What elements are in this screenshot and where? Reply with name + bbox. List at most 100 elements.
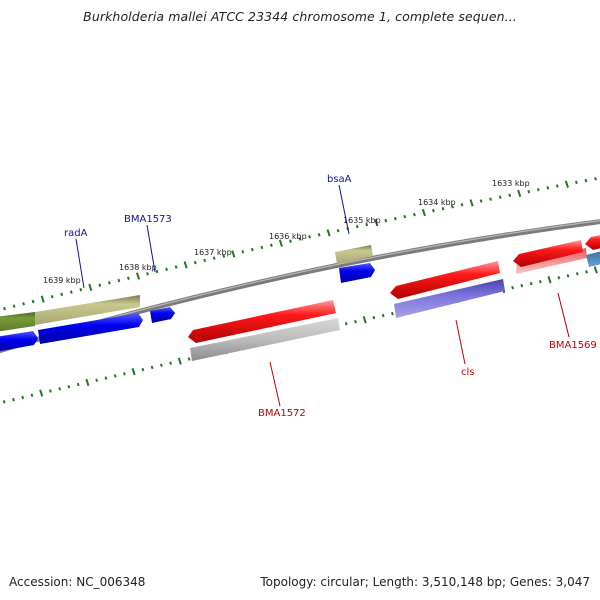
gene-BMA1573[interactable] bbox=[38, 313, 143, 344]
gene-label-cls[interactable]: cls bbox=[461, 367, 475, 378]
ruler-minor-tick bbox=[241, 249, 245, 254]
ruler-minor-tick bbox=[336, 228, 340, 233]
ruler-minor-tick bbox=[126, 276, 130, 281]
gene-BMA1572[interactable] bbox=[188, 300, 336, 343]
ruler-minor-tick bbox=[412, 212, 416, 217]
ruler-minor-tick bbox=[150, 365, 154, 370]
ruler-label: 1637 kbp bbox=[194, 248, 232, 257]
ruler-label: 1634 kbp bbox=[418, 198, 456, 207]
ruler-minor-tick bbox=[298, 237, 302, 241]
ruler-minor-tick bbox=[250, 247, 254, 252]
ruler-minor-tick bbox=[31, 299, 35, 304]
gene-label-BMA1573[interactable]: BMA1573 bbox=[124, 214, 172, 225]
ruler-minor-tick bbox=[431, 208, 435, 213]
gene-red-mid[interactable] bbox=[390, 261, 500, 299]
ruler-major-tick bbox=[374, 218, 379, 227]
gene-label-radA[interactable]: radA bbox=[64, 228, 88, 239]
ruler-minor-tick bbox=[566, 274, 570, 278]
ruler-major-tick bbox=[517, 189, 522, 198]
accession-text: Accession: NC_006348 bbox=[9, 575, 146, 589]
ruler-minor-tick bbox=[529, 281, 533, 286]
ruler-minor-tick bbox=[60, 292, 64, 297]
ruler-major-tick bbox=[135, 272, 141, 280]
ruler-minor-tick bbox=[372, 315, 376, 320]
ruler-labels: 1639 kbp 1638 kbp 1637 kbp 1636 kbp 1635… bbox=[43, 179, 530, 285]
gene-blue-small[interactable] bbox=[150, 307, 175, 323]
gene-red-right[interactable] bbox=[585, 234, 600, 250]
ruler-minor-tick bbox=[174, 265, 178, 269]
ruler-minor-tick bbox=[508, 193, 512, 198]
ruler-minor-tick bbox=[557, 275, 561, 280]
ruler-minor-tick bbox=[2, 400, 6, 404]
ruler-major-tick bbox=[326, 229, 331, 237]
ruler-minor-tick bbox=[451, 205, 454, 209]
ruler-label: 1633 kbp bbox=[492, 179, 530, 188]
ruler-minor-tick bbox=[159, 363, 163, 368]
ruler-minor-tick bbox=[260, 245, 264, 250]
ruler-minor-tick bbox=[584, 178, 588, 183]
ruler-minor-tick bbox=[381, 313, 385, 318]
ruler-minor-tick bbox=[212, 256, 216, 260]
ruler-major-tick bbox=[421, 208, 426, 217]
ruler-minor-tick bbox=[511, 285, 515, 290]
ruler-minor-tick bbox=[365, 222, 369, 227]
ruler-minor-tick bbox=[574, 180, 578, 185]
ruler-minor-tick bbox=[104, 376, 108, 380]
ruler-minor-tick bbox=[269, 243, 273, 248]
ruler-minor-tick bbox=[538, 279, 542, 284]
ruler-minor-tick bbox=[355, 224, 359, 229]
ruler-minor-tick bbox=[98, 283, 102, 287]
ruler-minor-tick bbox=[12, 304, 16, 308]
ruler-major-tick bbox=[362, 316, 367, 324]
ruler-minor-tick bbox=[113, 374, 117, 378]
ruler-minor-tick bbox=[49, 389, 52, 393]
gene-bsaA[interactable] bbox=[335, 245, 373, 264]
ruler-minor-tick bbox=[403, 214, 407, 219]
ruler-major-tick bbox=[39, 389, 44, 397]
ruler-minor-tick bbox=[76, 382, 80, 387]
ruler-minor-tick bbox=[354, 319, 357, 324]
ruler-minor-tick bbox=[203, 258, 207, 263]
ruler-minor-tick bbox=[30, 393, 34, 398]
gene-dark-green[interactable] bbox=[0, 312, 35, 332]
ruler-minor-tick bbox=[169, 361, 173, 365]
ruler-minor-tick bbox=[555, 184, 559, 188]
genome-info-text: Topology: circular; Length: 3,510,148 bp… bbox=[260, 575, 590, 589]
ruler-minor-tick bbox=[479, 199, 483, 203]
label-leaders bbox=[75, 184, 570, 407]
ruler-minor-tick bbox=[155, 269, 159, 274]
gene-gray[interactable] bbox=[190, 318, 340, 361]
gene-BMA1569[interactable] bbox=[513, 240, 583, 267]
ruler-minor-tick bbox=[22, 302, 26, 306]
ruler-minor-tick bbox=[536, 187, 540, 192]
gene-label-bsaA[interactable]: bsaA bbox=[327, 174, 352, 185]
ruler-minor-tick bbox=[165, 267, 169, 272]
ruler-major-tick bbox=[564, 180, 569, 188]
ruler-minor-tick bbox=[222, 254, 226, 258]
ruler-minor-tick bbox=[117, 278, 121, 283]
ruler-major-tick bbox=[85, 378, 90, 387]
gene-radA[interactable] bbox=[35, 295, 140, 325]
ruler-minor-tick bbox=[141, 367, 145, 372]
ruler-minor-tick bbox=[289, 239, 292, 243]
gene-cls[interactable] bbox=[394, 279, 505, 318]
ruler-minor-tick bbox=[546, 186, 550, 190]
gene-label-BMA1572[interactable]: BMA1572 bbox=[258, 408, 306, 419]
ruler-major-tick bbox=[593, 266, 598, 274]
ruler-major-tick bbox=[183, 261, 188, 269]
ruler-label: 1638 kbp bbox=[119, 263, 157, 272]
ruler-label: 1635 kbp bbox=[343, 216, 381, 225]
gene-steel-blue[interactable] bbox=[586, 250, 600, 267]
gene-bsaA-blue[interactable] bbox=[339, 263, 375, 283]
ruler-major-tick bbox=[278, 239, 283, 247]
gene-blue-left[interactable] bbox=[0, 331, 38, 352]
ruler-major-tick bbox=[469, 199, 474, 207]
ruler-major-tick bbox=[547, 276, 552, 284]
ruler-minor-tick bbox=[58, 387, 62, 391]
map-title: Burkholderia mallei ATCC 23344 chromosom… bbox=[83, 9, 517, 24]
ruler-minor-tick bbox=[79, 287, 83, 292]
gene-label-BMA1569[interactable]: BMA1569 bbox=[549, 340, 597, 351]
ruler-minor-tick bbox=[67, 384, 71, 389]
ruler-minor-tick bbox=[308, 235, 311, 239]
ruler-minor-tick bbox=[50, 294, 54, 299]
